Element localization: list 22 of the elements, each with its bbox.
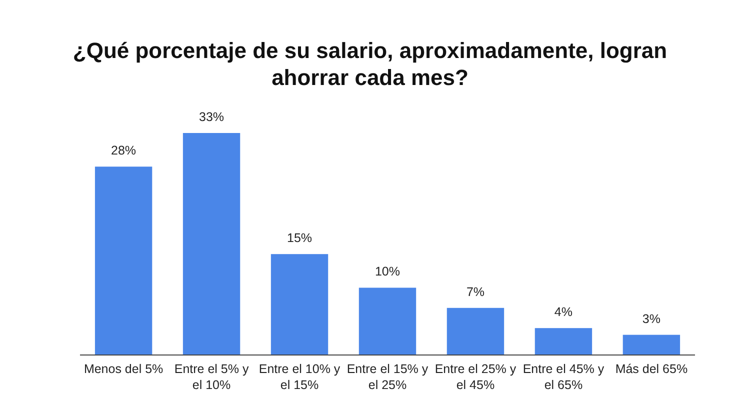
x-tick-label: Entre el 25% y el 45%: [434, 362, 517, 392]
bar: [182, 133, 240, 355]
data-label: 4%: [554, 305, 573, 320]
chart-title: ¿Qué porcentaje de su salario, aproximadamente, logran ahorrar cada mes?: [72, 38, 668, 90]
x-tick-label: Entre el 5% y el 10%: [174, 362, 250, 392]
data-label: 28%: [111, 144, 136, 158]
x-tick-label: Menos del 5%: [84, 362, 164, 376]
bar: [622, 334, 680, 355]
bar: [446, 308, 504, 355]
x-tick-label: Entre el 45% y el 65%: [522, 362, 605, 392]
data-label: 33%: [199, 110, 224, 124]
bar: [94, 166, 152, 355]
data-label: 10%: [374, 264, 400, 279]
x-tick-label: Entre el 10% y el 15%: [258, 362, 341, 392]
bar: [270, 254, 328, 355]
data-label: 3%: [642, 312, 660, 326]
x-tick-label: Entre el 15% y el 25%: [346, 362, 429, 392]
bar: [358, 288, 416, 355]
bar: [534, 328, 592, 355]
data-label: 7%: [466, 284, 485, 299]
x-tick-label: Más del 65%: [615, 362, 688, 376]
data-label: 15%: [287, 231, 312, 246]
